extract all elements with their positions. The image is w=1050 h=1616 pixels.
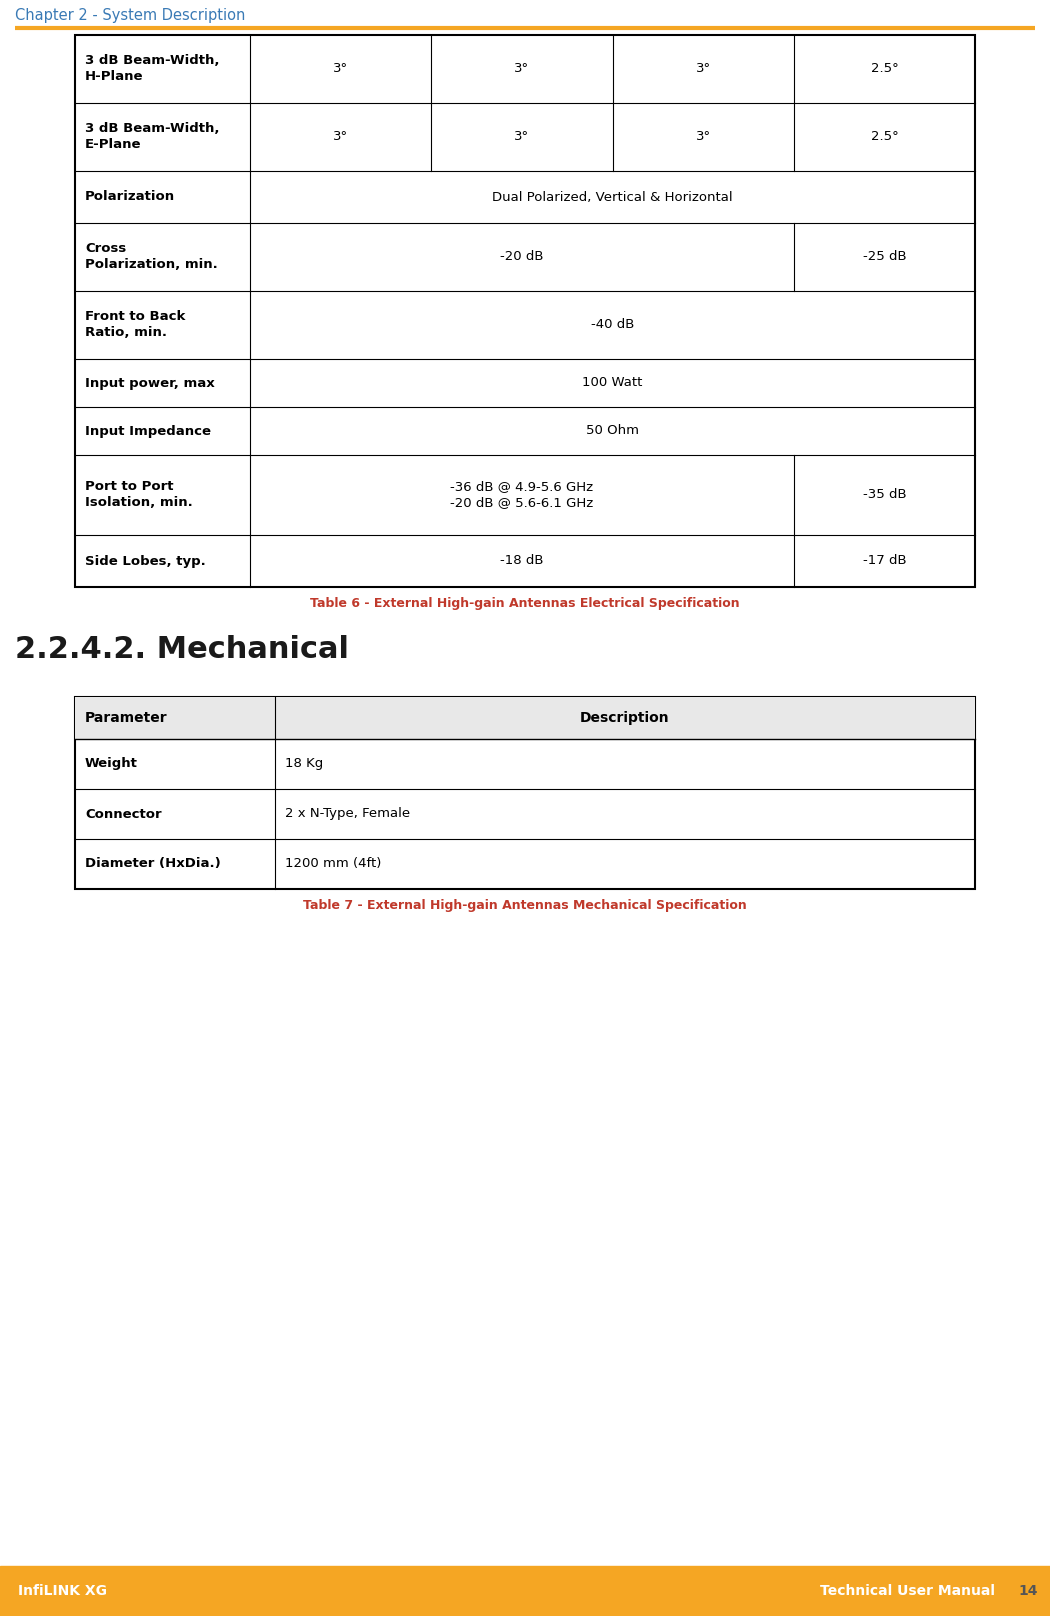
Text: 2.2.4.2. Mechanical: 2.2.4.2. Mechanical (15, 635, 349, 664)
Text: 3°: 3° (333, 63, 349, 76)
Text: 100 Watt: 100 Watt (583, 377, 643, 389)
Text: 3°: 3° (514, 131, 529, 144)
Text: 2.5°: 2.5° (870, 131, 898, 144)
Text: 18 Kg: 18 Kg (285, 758, 323, 771)
Text: -25 dB: -25 dB (862, 250, 906, 263)
Text: 3 dB Beam-Width,
E-Plane: 3 dB Beam-Width, E-Plane (85, 123, 219, 152)
Text: Weight: Weight (85, 758, 138, 771)
Text: 14: 14 (1018, 1584, 1038, 1598)
Text: Input Impedance: Input Impedance (85, 425, 211, 438)
Text: 1200 mm (4ft): 1200 mm (4ft) (285, 858, 381, 871)
Text: Diameter (HxDia.): Diameter (HxDia.) (85, 858, 220, 871)
Text: InfiLINK XG: InfiLINK XG (18, 1584, 107, 1598)
Text: Connector: Connector (85, 808, 162, 821)
Text: 50 Ohm: 50 Ohm (586, 425, 639, 438)
Text: Table 7 - External High-gain Antennas Mechanical Specification: Table 7 - External High-gain Antennas Me… (303, 898, 747, 911)
Bar (75, 696, 975, 889)
Text: -17 dB: -17 dB (862, 554, 906, 567)
Text: 2.5°: 2.5° (870, 63, 898, 76)
Bar (75, 36, 975, 587)
Bar (75, 696, 975, 739)
Text: Dual Polarized, Vertical & Horizontal: Dual Polarized, Vertical & Horizontal (492, 191, 733, 204)
Text: -36 dB @ 4.9-5.6 GHz
-20 dB @ 5.6-6.1 GHz: -36 dB @ 4.9-5.6 GHz -20 dB @ 5.6-6.1 GH… (450, 480, 593, 509)
Text: Technical User Manual: Technical User Manual (820, 1584, 995, 1598)
Text: 3°: 3° (514, 63, 529, 76)
Text: -40 dB: -40 dB (591, 318, 634, 331)
Text: Cross
Polarization, min.: Cross Polarization, min. (85, 242, 217, 271)
Text: Front to Back
Ratio, min.: Front to Back Ratio, min. (85, 310, 186, 339)
Text: 3 dB Beam-Width,
H-Plane: 3 dB Beam-Width, H-Plane (85, 55, 219, 84)
Text: 2 x N-Type, Female: 2 x N-Type, Female (285, 808, 411, 821)
Text: Table 6 - External High-gain Antennas Electrical Specification: Table 6 - External High-gain Antennas El… (310, 596, 740, 609)
Text: Input power, max: Input power, max (85, 377, 215, 389)
Text: Polarization: Polarization (85, 191, 175, 204)
Text: Port to Port
Isolation, min.: Port to Port Isolation, min. (85, 480, 193, 509)
Text: -20 dB: -20 dB (500, 250, 544, 263)
Text: Parameter: Parameter (85, 711, 168, 726)
Text: -35 dB: -35 dB (862, 488, 906, 501)
Text: Description: Description (581, 711, 670, 726)
Text: 3°: 3° (695, 63, 711, 76)
Bar (0, 1566, 1050, 1616)
Text: 3°: 3° (695, 131, 711, 144)
Text: Chapter 2 - System Description: Chapter 2 - System Description (15, 8, 246, 23)
Text: 3°: 3° (333, 131, 349, 144)
Text: Side Lobes, typ.: Side Lobes, typ. (85, 554, 206, 567)
Text: -18 dB: -18 dB (500, 554, 544, 567)
